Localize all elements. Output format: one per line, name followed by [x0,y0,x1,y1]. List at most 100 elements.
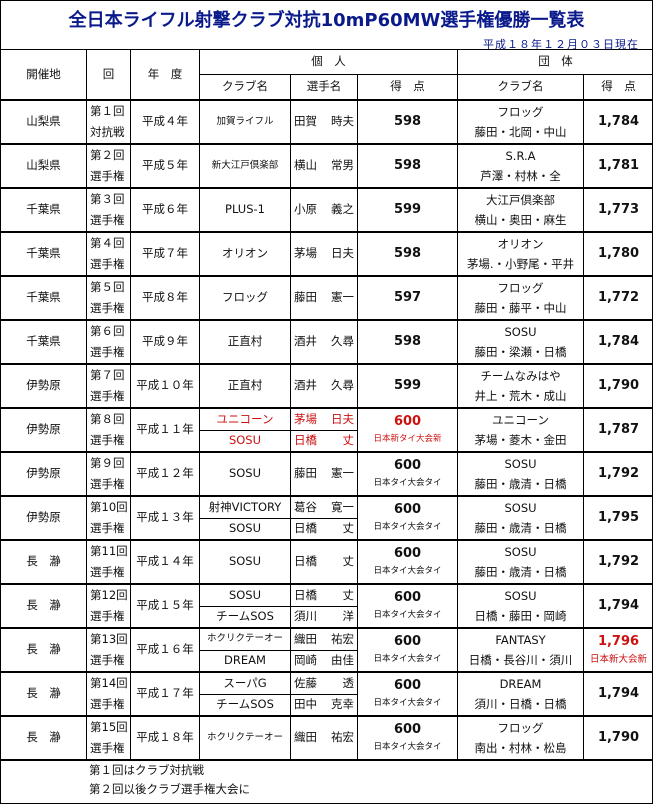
player-cell: 織田 祐宏 岡崎 由佳 [290,627,358,673]
round-number: 第５回 [90,280,125,294]
round-number: 第３回 [90,192,125,206]
year: 平成７年 [130,231,200,277]
individual-club: フロッグ [222,290,268,305]
year: 平成６年 [130,187,200,233]
individual-club: SOSU [228,587,262,602]
individual-score: 598 [393,333,422,349]
individual-club: ホクリクテーオー [206,731,283,743]
year: 平成１４年 [130,539,200,585]
round-number: 第８回 [90,412,125,426]
player-cell: 日橋 丈須川 洋 [290,583,358,629]
round-type: 選手権 [90,477,125,491]
player-given-name: 憲一 [331,466,354,481]
player-cell: 茅場 日夫 日橋 丈 [290,407,358,453]
individual-club: SOSU [200,429,290,452]
individual-score-cell: 598 [356,143,459,189]
team-club: チームなみはや [480,369,561,383]
table-row: 伊勢原 第10回 選手権 平成１３年 射神VICTORY SOSU 葛谷 寛一 日橋丈 600 日本… [0,495,653,541]
individual-score-cell: 600 日本タイ大会タイ [356,627,459,673]
venue: 千葉県 [0,187,87,233]
footnotes: 第１回はクラブ対抗戦 第２回以後クラブ選手権大会に [0,759,653,799]
team-score-cell: 1,792 [583,451,653,497]
round-type: 選手権 [90,301,125,315]
team-cell: SOSU 藤田・歳清・日橋 [457,495,585,541]
individual-score: 600 [393,678,422,694]
individual-club-cell: SOSU [199,539,291,585]
team-members: 南出・村林・松島 [474,741,567,755]
round: 第４回 選手権 [86,231,131,277]
team-score: 1,792 [597,553,640,569]
player-surname: 日橋 [294,521,317,536]
player-surname: 日橋 [294,587,317,602]
team-members: 藤田・梁瀬・日橋 [474,345,567,359]
team-club: オリオン [497,237,544,251]
player-given-name: 久尋 [331,378,354,393]
round-type: 選手権 [90,609,125,623]
record-note: 日本新タイ大会新 [373,434,442,445]
round-number: 第２回 [90,148,125,162]
round: 第５回選手権 [86,275,131,321]
team-score-cell: 1,795 [583,495,653,541]
team-club: SOSU [504,501,537,515]
individual-score: 600 [393,458,422,474]
individual-score-cell: 600 日本新タイ大会新 [356,407,459,453]
team-club: 大江戸倶楽部 [486,193,556,207]
individual-score-cell: 599 [356,363,459,409]
player-cell: 佐藤 透田中 克幸 [290,671,358,717]
player-surname: 日橋 [294,554,317,569]
player-name: 日橋 丈 [291,517,357,540]
header-player: 選手名 [290,74,358,101]
individual-score: 599 [393,201,422,217]
team-members: 藤田・歳清・日橋 [474,521,567,535]
record-note: 日本タイ大会タイ [373,478,442,489]
team-members: 藤田・歳清・日橋 [474,477,567,491]
round-number: 第12回 [90,588,128,602]
year: 平成１２年 [130,451,200,497]
player-cell: 葛谷 寛一 日橋 丈 [290,495,358,541]
individual-score-cell: 600 日本タイ大会タイ [356,715,459,761]
year: 平成１６年 [130,627,200,673]
player-cell: 小原 義之 [290,187,358,233]
individual-score-cell: 600 日本タイ大会タイ [356,495,459,541]
team-members: 藤田・北岡・中山 [474,125,567,139]
player-name: 織田 祐宏 [291,629,357,650]
individual-club-cell: 正直村 [199,319,291,365]
round-number: 第11回 [90,544,128,558]
round: 第15回 選手権 [86,715,131,761]
team-score-cell: 1,784 [583,319,653,365]
year: 平成１５年 [130,583,200,629]
team-club: フロッグ [497,721,544,735]
year: 平成１３年 [130,495,200,541]
individual-score: 598 [393,245,422,261]
header-team-club: クラブ名 [457,74,585,101]
team-score-cell: 1,781 [583,143,653,189]
player-given-name: 克幸 [331,697,354,712]
record-note: 日本タイ大会タイ [373,654,442,665]
round: 第11回 選手権 [86,539,131,585]
table-row: 千葉県 第３回 選手権 平成６年 PLUS-1 小原 義之 599 大江戸倶楽部 横山・奥田・麻生… [0,187,653,233]
player-name: 日橋 丈 [291,585,357,606]
team-club: フロッグ [497,281,544,295]
individual-club-cell: 加賀ライフル [199,99,291,145]
header-individual: 個 人 [198,49,459,75]
team-score-cell: 1,790 [583,363,653,409]
team-score: 1,790 [597,377,640,393]
team-members: 芦澤・村林・全 [480,169,561,183]
round: 第13回 選手権 [86,627,131,673]
player-given-name: 丈 [342,521,355,536]
table-row: 長 瀞第15回 選手権 平成１８年 ホクリクテーオー 織田 祐宏 600 日本タイ大会タイ フロ… [0,715,653,761]
team-score: 1,792 [597,465,640,481]
team-club: SOSU [504,457,537,471]
team-score-cell: 1,784 [583,99,653,145]
year: 平成５年 [130,143,200,189]
individual-club-cell: SOSU チームSOS [199,583,291,629]
team-cell: ユニコーン 茅場・菱木・金田 [457,407,585,453]
player-name: 岡崎 由佳 [291,649,357,672]
player-cell: 酒井 久尋 [290,363,358,409]
round: 第７回 選手権 [86,363,131,409]
round-type: 選手権 [90,433,125,447]
team-cell: フロッグ 藤田・北岡・中山 [457,99,585,145]
individual-score-cell: 600 日本タイ大会タイ [356,583,459,629]
team-score-cell: 1,773 [583,187,653,233]
individual-club-cell: PLUS-1 [199,187,291,233]
